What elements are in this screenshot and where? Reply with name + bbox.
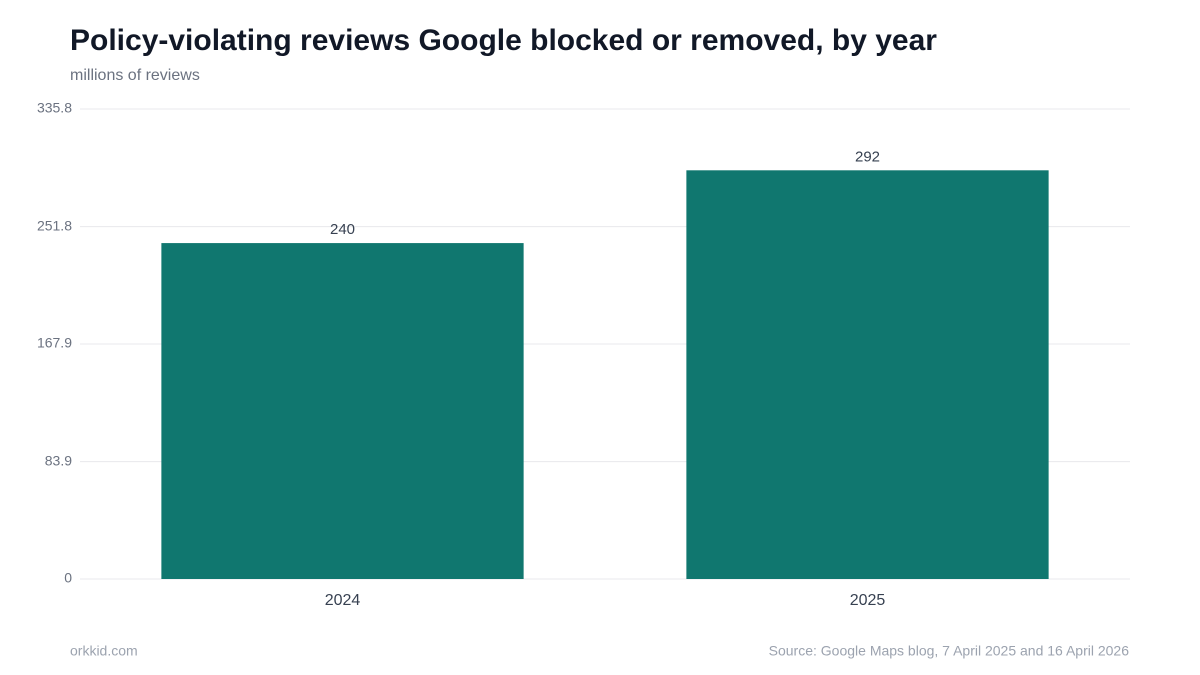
y-tick-label: 167.9 [37,335,72,351]
bar [686,170,1049,579]
chart-title: Policy-violating reviews Google blocked … [70,24,937,57]
chart-subtitle: millions of reviews [70,67,200,84]
y-tick-label: 0 [64,570,72,586]
credit: orkkid.com [70,643,138,659]
y-tick-label: 251.8 [37,217,72,233]
y-tick-label: 83.9 [45,452,72,468]
value-label: 292 [855,148,880,165]
y-tick-label: 335.8 [37,100,72,116]
source: Source: Google Maps blog, 7 April 2025 a… [769,643,1130,659]
value-label: 240 [330,221,355,238]
x-tick-label: 2024 [325,592,361,609]
bar [161,243,524,580]
x-tick-label: 2025 [850,592,886,609]
